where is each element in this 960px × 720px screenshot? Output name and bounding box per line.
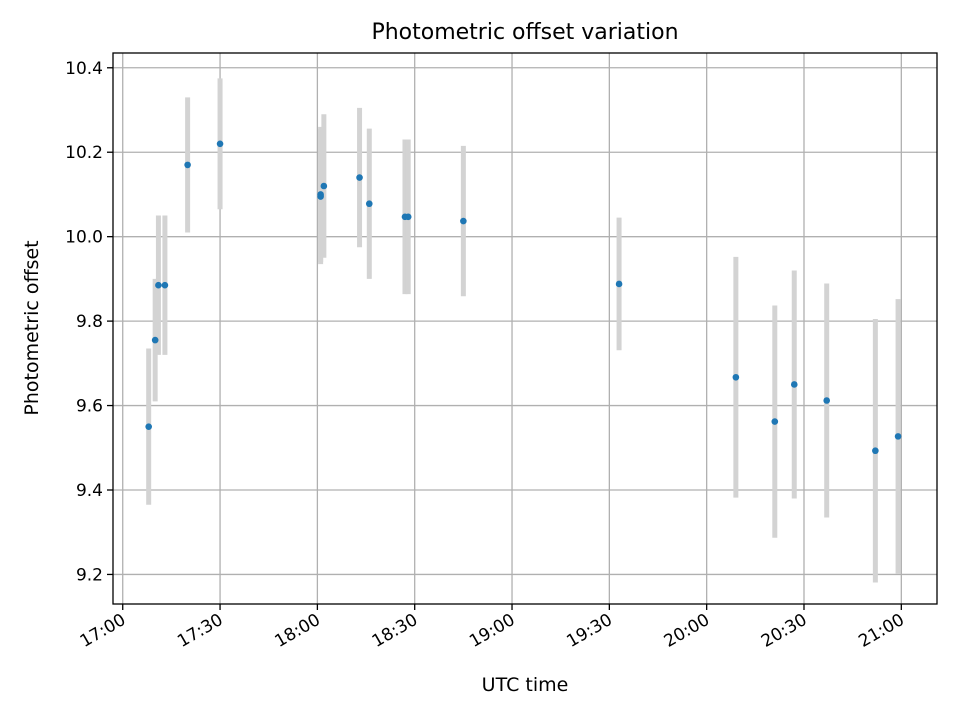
grid-lines [113, 53, 937, 604]
chart-title: Photometric offset variation [371, 20, 678, 45]
data-point [771, 418, 779, 425]
y-tick-label: 10.4 [65, 59, 103, 79]
data-point [145, 423, 152, 430]
data-point [404, 213, 412, 221]
data-point [317, 191, 324, 198]
data-point [161, 281, 169, 289]
x-axis-label: UTC time [482, 674, 569, 696]
data-point [365, 200, 373, 208]
data-point [823, 397, 831, 404]
data-point [356, 174, 363, 181]
y-axis-label: Photometric offset [21, 240, 43, 415]
y-tick-label: 9.4 [76, 481, 103, 501]
y-tick-label: 10.2 [65, 143, 103, 163]
x-tick-label: 20:30 [758, 610, 810, 652]
y-tick-label: 9.2 [76, 565, 103, 585]
data-point [615, 280, 623, 288]
error-bars [146, 78, 901, 583]
x-tick-label: 19:30 [563, 610, 615, 652]
x-tick-label: 17:00 [77, 610, 129, 652]
data-point [155, 281, 162, 289]
data-points [145, 140, 902, 455]
data-point [320, 182, 328, 190]
x-tick-label: 18:00 [271, 610, 323, 652]
data-point [151, 336, 159, 344]
data-point [460, 217, 467, 225]
data-point [184, 161, 191, 169]
data-point [872, 447, 879, 455]
x-tick-label: 21:00 [855, 610, 907, 652]
y-tick-label: 10.0 [65, 228, 103, 248]
x-tick-label: 17:30 [174, 610, 226, 652]
x-tick-label: 18:30 [369, 610, 421, 652]
data-point [216, 140, 224, 148]
x-tick-label: 19:00 [466, 610, 518, 652]
data-point [790, 381, 798, 388]
x-axis-ticks: 17:00 17:30 18:00 18:30 19:00 19:30 20:00 20:30… [77, 604, 908, 652]
x-tick-label: 20:00 [661, 610, 713, 652]
y-tick-label: 9.8 [76, 312, 103, 332]
plot-frame [112, 52, 938, 605]
y-axis-ticks: 9.2 9.4 9.6 9.8 10.0 10.2 10.4 [65, 59, 113, 585]
data-point [732, 373, 740, 381]
y-tick-label: 9.6 [76, 397, 103, 417]
data-point [894, 433, 902, 440]
